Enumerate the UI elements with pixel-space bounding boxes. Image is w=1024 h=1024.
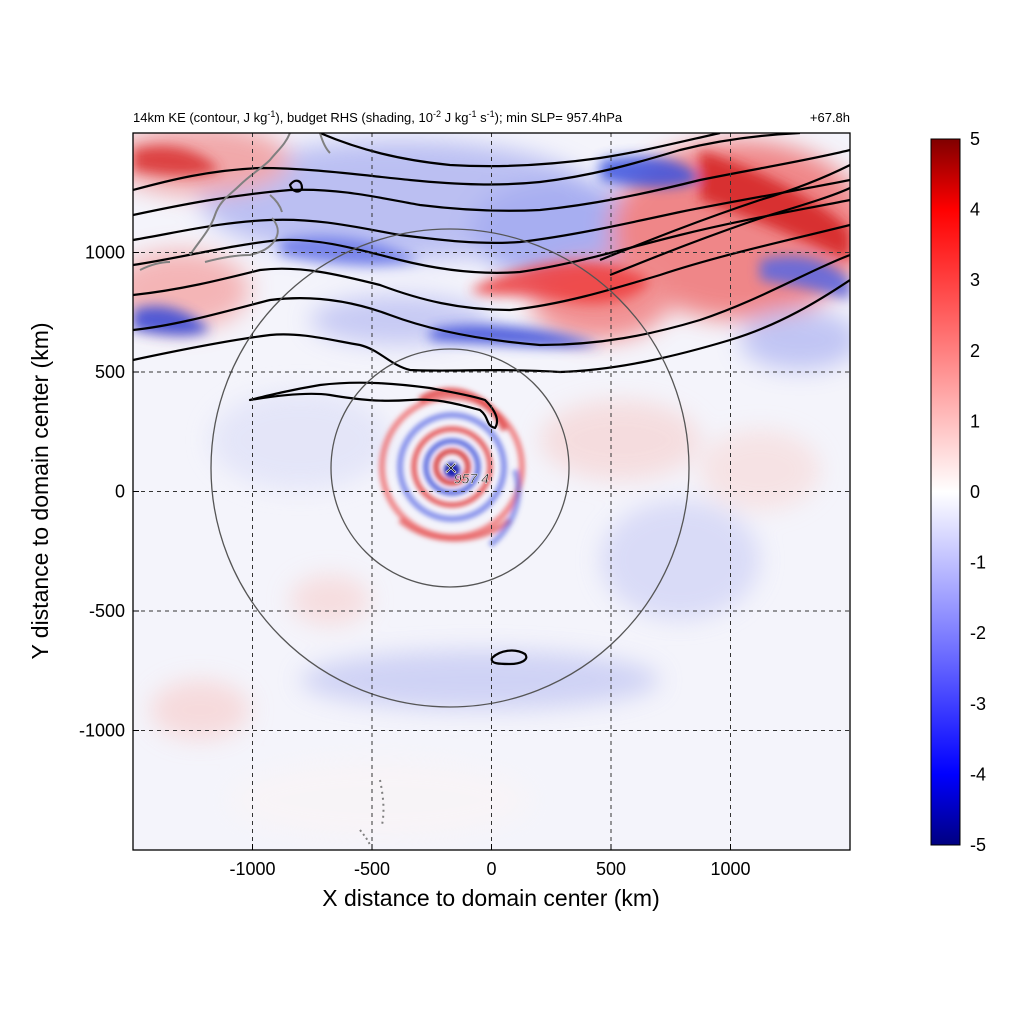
range-ring-1000km [210, 228, 690, 708]
colorbar-tick-label: 3 [970, 270, 980, 290]
ke-contour-line [609, 187, 850, 277]
storm-center-x: × [443, 458, 458, 479]
ke-contour-line [133, 198, 850, 274]
svg-text:14km KE (contour, J kg-1), bud: 14km KE (contour, J kg-1), budget RHS (s… [133, 109, 623, 125]
y-tick-label: 0 [115, 482, 125, 502]
x-tick-label: 1000 [710, 859, 750, 879]
title-seg-5: ); min SLP= 957.4hPa [495, 110, 623, 125]
colorbar-tick-label: 0 [970, 482, 980, 502]
title-sup-3: -1 [468, 109, 476, 119]
colorbar: 5 4 3 2 1 0 -1 -2 -3 -4 -5 [930, 129, 986, 855]
ke-contour-line [133, 253, 850, 347]
coastline [269, 194, 283, 213]
coastline [139, 261, 171, 271]
coastlines [139, 133, 385, 846]
title-seg-2: ), budget RHS (shading, 10 [275, 110, 433, 125]
coastline [319, 133, 331, 154]
title-seg-3: J kg [441, 110, 468, 125]
storm-center-marker: × 957.4 [443, 457, 489, 487]
coastline [204, 217, 279, 263]
forecast-time-label: +67.8h [810, 110, 850, 125]
x-axis: -1000 -500 0 500 1000 [229, 844, 751, 879]
colorbar-tick-label: 5 [970, 129, 980, 149]
colorbar-tick-label: -4 [970, 764, 986, 784]
ke-contour-line [599, 164, 850, 262]
shading-field [133, 133, 850, 840]
x-tick-label: -500 [354, 859, 390, 879]
plot-area: × 957.4 [133, 133, 850, 850]
coastline [359, 829, 371, 846]
x-axis-label: X distance to domain center (km) [322, 885, 659, 911]
title-sup-1: -1 [267, 109, 275, 119]
chart-title: 14km KE (contour, J kg-1), budget RHS (s… [133, 109, 850, 125]
ke-contour-line [133, 279, 850, 374]
ke-contour-line [490, 649, 528, 666]
x-tick-label: -1000 [229, 859, 275, 879]
y-tick-label: -500 [89, 601, 125, 621]
ke-contour-line [133, 133, 801, 192]
colorbar-tick-label: -1 [970, 553, 986, 573]
ke-contour-line [133, 223, 850, 312]
title-seg-1: 14km KE (contour, J kg [133, 110, 267, 125]
range-rings [210, 228, 690, 708]
colorbar-gradient [930, 138, 961, 846]
y-axis: -1000 -500 0 500 1000 [79, 243, 139, 741]
storm-min-slp-label: 957.4 [454, 471, 489, 487]
x-tick-label: 0 [486, 859, 496, 879]
colorbar-tick-label: 2 [970, 341, 980, 361]
title-seg-4: s [476, 110, 487, 125]
ke-contour-line [319, 133, 721, 168]
coastline [189, 133, 291, 256]
title-sup-4: -1 [487, 109, 495, 119]
ke-contour-line [288, 179, 304, 193]
y-axis-label: Y distance to domain center (km) [27, 322, 53, 659]
colorbar-tick-label: -3 [970, 694, 986, 714]
y-tick-label: -1000 [79, 721, 125, 741]
range-ring-500km [330, 348, 570, 588]
x-tick-label: 500 [596, 859, 626, 879]
colorbar-ticks: 5 4 3 2 1 0 -1 -2 -3 -4 -5 [970, 129, 986, 855]
colorbar-tick-label: 4 [970, 200, 980, 220]
ke-contour-line [133, 178, 850, 244]
colorbar-tick-label: -5 [970, 835, 986, 855]
colorbar-tick-label: 1 [970, 411, 980, 431]
y-tick-label: 1000 [85, 243, 125, 263]
ke-contours [133, 133, 850, 666]
colorbar-tick-label: -2 [970, 623, 986, 643]
ke-contour-line [133, 148, 850, 217]
y-tick-label: 500 [95, 362, 125, 382]
title-sup-2: -2 [433, 109, 441, 119]
